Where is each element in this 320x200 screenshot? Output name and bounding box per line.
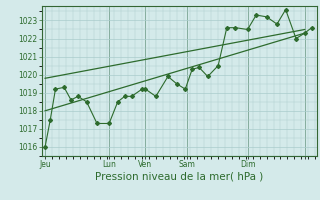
- X-axis label: Pression niveau de la mer( hPa ): Pression niveau de la mer( hPa ): [95, 172, 263, 182]
